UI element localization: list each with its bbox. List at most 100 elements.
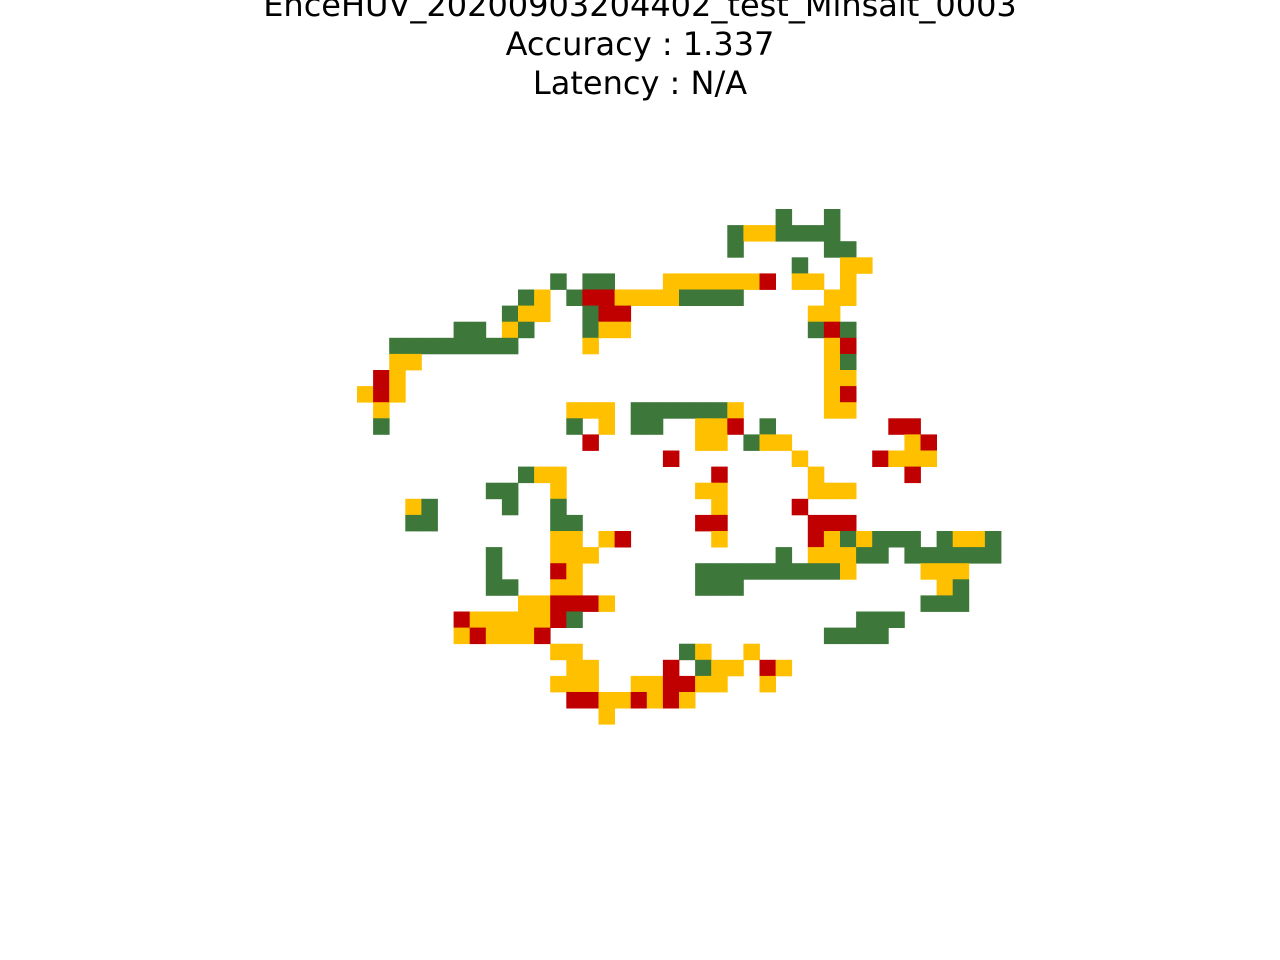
heatmap-cell-yellow bbox=[856, 257, 873, 274]
heatmap-cell-green bbox=[550, 273, 567, 290]
heatmap-cell-yellow bbox=[904, 434, 921, 451]
heatmap-cell-red bbox=[469, 627, 487, 645]
heatmap-cell-yellow bbox=[566, 579, 583, 596]
heatmap-cell-yellow bbox=[550, 675, 567, 693]
heatmap-cell-yellow bbox=[630, 675, 648, 693]
heatmap-cell-green bbox=[711, 579, 728, 596]
heatmap-cell-yellow bbox=[856, 531, 873, 548]
heatmap-cell-yellow bbox=[840, 402, 857, 419]
heatmap-cell-green bbox=[727, 241, 744, 258]
heatmap-cell-yellow bbox=[775, 434, 793, 451]
heatmap-cell-green bbox=[501, 482, 519, 500]
heatmap-cell-yellow bbox=[679, 692, 696, 709]
heatmap-cell-yellow bbox=[598, 418, 615, 435]
heatmap-cell-green bbox=[840, 241, 857, 258]
heatmap-cell-yellow bbox=[550, 579, 567, 596]
heatmap-cell-green bbox=[630, 418, 648, 435]
heatmap-cell-green bbox=[856, 547, 873, 564]
heatmap-cell-green bbox=[888, 531, 905, 548]
heatmap-cell-green bbox=[840, 531, 857, 548]
heatmap-cell-yellow bbox=[518, 305, 535, 323]
heatmap-cell-green bbox=[727, 289, 744, 306]
heatmap-cell-red bbox=[534, 627, 551, 645]
heatmap-cell-yellow bbox=[807, 305, 825, 323]
heatmap-cell-yellow bbox=[823, 337, 841, 355]
heatmap-cell-red bbox=[840, 386, 857, 403]
heatmap-cell-yellow bbox=[485, 611, 503, 628]
heatmap-cell-yellow bbox=[566, 643, 583, 661]
heatmap-cell-yellow bbox=[469, 611, 487, 628]
heatmap-cell-green bbox=[775, 225, 793, 242]
heatmap-cell-yellow bbox=[598, 692, 615, 709]
heatmap-cell-green bbox=[759, 418, 776, 435]
heatmap-cell-green bbox=[936, 547, 954, 564]
heatmap-cell-red bbox=[614, 531, 632, 548]
heatmap-cell-green bbox=[823, 627, 841, 645]
heatmap-cell-green bbox=[405, 514, 422, 532]
heatmap-cell-green bbox=[952, 595, 970, 612]
heatmap-cell-yellow bbox=[711, 659, 728, 677]
heatmap-cell-red bbox=[695, 514, 712, 532]
heatmap-cell-green bbox=[582, 273, 599, 290]
heatmap-cell-green bbox=[872, 531, 889, 548]
heatmap-cell-green bbox=[501, 498, 519, 516]
heatmap-cell-green bbox=[582, 305, 599, 323]
heatmap-cell-green bbox=[840, 627, 857, 645]
heatmap-cell-green bbox=[518, 289, 535, 306]
heatmap-cell-green bbox=[775, 547, 793, 564]
heatmap-cell-yellow bbox=[823, 353, 841, 371]
heatmap-cell-green bbox=[920, 595, 937, 612]
heatmap-cell-yellow bbox=[952, 563, 970, 580]
heatmap-cell-yellow bbox=[695, 643, 712, 661]
heatmap-cell-green bbox=[952, 547, 970, 564]
heatmap-cell-yellow bbox=[566, 547, 583, 564]
heatmap-cell-green bbox=[936, 595, 954, 612]
heatmap-cell-red bbox=[598, 305, 615, 323]
heatmap-cell-green bbox=[485, 547, 503, 564]
heatmap-cell-yellow bbox=[711, 531, 728, 548]
heatmap-cell-red bbox=[614, 305, 632, 323]
heatmap-cell-red bbox=[679, 675, 696, 693]
heatmap-cell-yellow bbox=[566, 402, 583, 419]
heatmap-cell-green bbox=[791, 563, 809, 580]
heatmap-cell-red bbox=[872, 450, 889, 467]
heatmap-cell-yellow bbox=[405, 353, 422, 371]
heatmap-cell-yellow bbox=[775, 659, 793, 677]
heatmap-cell-red bbox=[630, 692, 648, 709]
heatmap-cell-green bbox=[823, 563, 841, 580]
heatmap-cell-yellow bbox=[646, 289, 664, 306]
heatmap-cell-green bbox=[566, 289, 583, 306]
heatmap-cell-yellow bbox=[823, 402, 841, 419]
heatmap-cell-green bbox=[936, 531, 954, 548]
heatmap-cell-red bbox=[582, 289, 599, 306]
heatmap-cell-yellow bbox=[711, 498, 728, 516]
heatmap-cell-green bbox=[646, 418, 664, 435]
heatmap-cell-yellow bbox=[598, 321, 615, 339]
heatmap-cell-red bbox=[823, 514, 841, 532]
heatmap-cell-green bbox=[807, 225, 825, 242]
heatmap-cell-yellow bbox=[679, 273, 696, 290]
heatmap-cell-red bbox=[598, 289, 615, 306]
heatmap-cell-green bbox=[823, 225, 841, 242]
heatmap-cell-yellow bbox=[695, 482, 712, 500]
heatmap-cell-yellow bbox=[727, 273, 744, 290]
heatmap-cell-yellow bbox=[453, 627, 471, 645]
heatmap-cell-red bbox=[582, 595, 599, 612]
heatmap-cell-red bbox=[453, 611, 471, 628]
heatmap-cell-yellow bbox=[711, 273, 728, 290]
heatmap-cell-green bbox=[807, 563, 825, 580]
heatmap-cell-red bbox=[727, 418, 744, 435]
heatmap-cell-green bbox=[469, 321, 487, 339]
heatmap-cell-green bbox=[421, 337, 438, 355]
heatmap-cell-yellow bbox=[405, 498, 422, 516]
heatmap-cell-green bbox=[662, 402, 680, 419]
heatmap-cell-yellow bbox=[518, 595, 535, 612]
heatmap-cell-green bbox=[501, 305, 519, 323]
heatmap-cell-red bbox=[373, 386, 390, 403]
heatmap-cell-yellow bbox=[550, 531, 567, 548]
heatmap-cell-green bbox=[904, 531, 921, 548]
heatmap-cell-green bbox=[421, 514, 438, 532]
heatmap-cell-yellow bbox=[566, 659, 583, 677]
heatmap-cell-yellow bbox=[614, 321, 632, 339]
heatmap-cell-yellow bbox=[389, 370, 406, 387]
